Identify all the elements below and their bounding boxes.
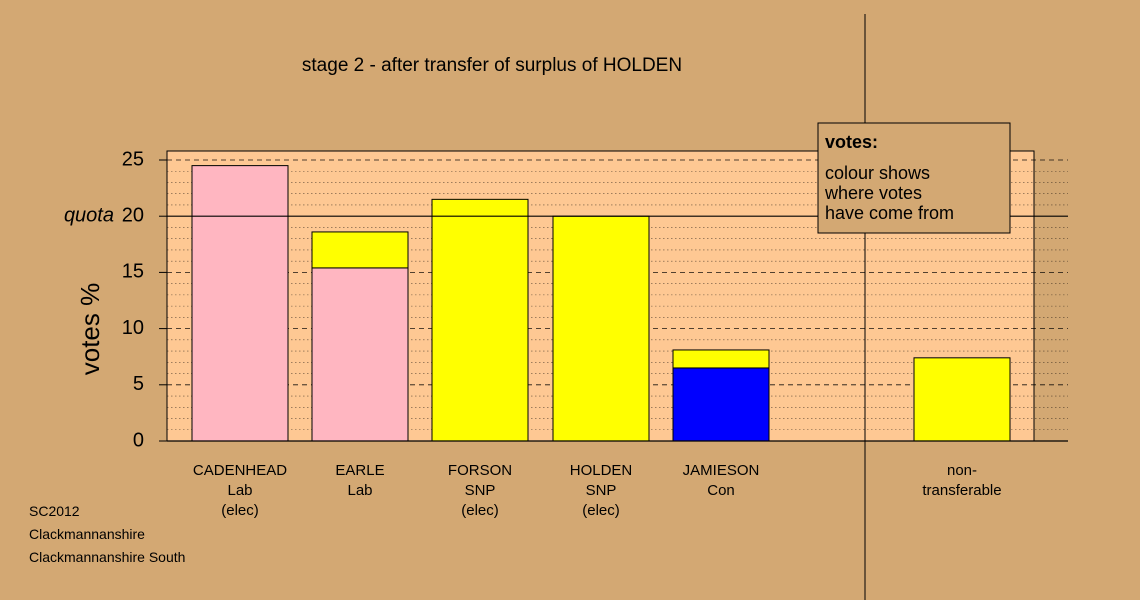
quota-label: quota — [64, 204, 114, 226]
x-tick-label: EARLE — [335, 462, 384, 479]
y-tick-label: 0 — [133, 429, 144, 451]
legend-line: have come from — [825, 203, 954, 223]
chart-title: stage 2 - after transfer of surplus of H… — [302, 55, 682, 76]
y-tick-label: 15 — [122, 261, 144, 283]
bar-segment — [431, 198, 529, 442]
x-tick-label: SNP — [586, 482, 617, 499]
legend: votes: colour shows where votes have com… — [817, 122, 1011, 234]
x-tick-label: CADENHEAD — [193, 462, 287, 479]
y-tick-label: 10 — [122, 317, 144, 339]
bar-segment — [552, 215, 650, 442]
x-tick-label: transferable — [922, 482, 1001, 499]
y-axis: 0 5 10 15 20 25 — [122, 148, 167, 451]
legend-title: votes: — [825, 132, 878, 152]
x-tick-label: (elec) — [461, 502, 499, 519]
legend-line: colour shows — [825, 163, 930, 183]
bars — [191, 165, 1011, 442]
x-tick-label: (elec) — [582, 502, 620, 519]
y-tick-label: 20 — [122, 204, 144, 226]
legend-line: where votes — [824, 183, 922, 203]
x-tick-label: FORSON — [448, 462, 512, 479]
x-tick-label: (elec) — [221, 502, 259, 519]
footer: SC2012 Clackmannanshire Clackmannanshire… — [29, 500, 185, 569]
x-tick-label: Con — [707, 482, 735, 499]
x-tick-label: JAMIESON — [683, 462, 760, 479]
y-tick-label: 5 — [133, 373, 144, 395]
bar-segment — [672, 367, 770, 442]
x-tick-label: HOLDEN — [570, 462, 633, 479]
footer-line: Clackmannanshire — [29, 526, 145, 542]
y-tick-label: 25 — [122, 148, 144, 170]
bar-segment — [311, 267, 409, 442]
bar-segment — [672, 349, 770, 369]
legend-box — [817, 122, 1011, 234]
bar-segment — [191, 165, 289, 442]
footer-line: SC2012 — [29, 503, 80, 519]
x-tick-label: SNP — [465, 482, 496, 499]
y-axis-label: votes % — [75, 283, 105, 376]
bar-segment — [913, 357, 1011, 442]
x-tick-label: non- — [947, 462, 977, 479]
x-tick-label: Lab — [347, 482, 372, 499]
x-tick-label: Lab — [227, 482, 252, 499]
bar-segment — [311, 231, 409, 269]
footer-line: Clackmannanshire South — [29, 549, 186, 565]
x-axis-labels: CADENHEAD Lab (elec) EARLE Lab FORSON SNP (elec… — [193, 462, 1002, 519]
